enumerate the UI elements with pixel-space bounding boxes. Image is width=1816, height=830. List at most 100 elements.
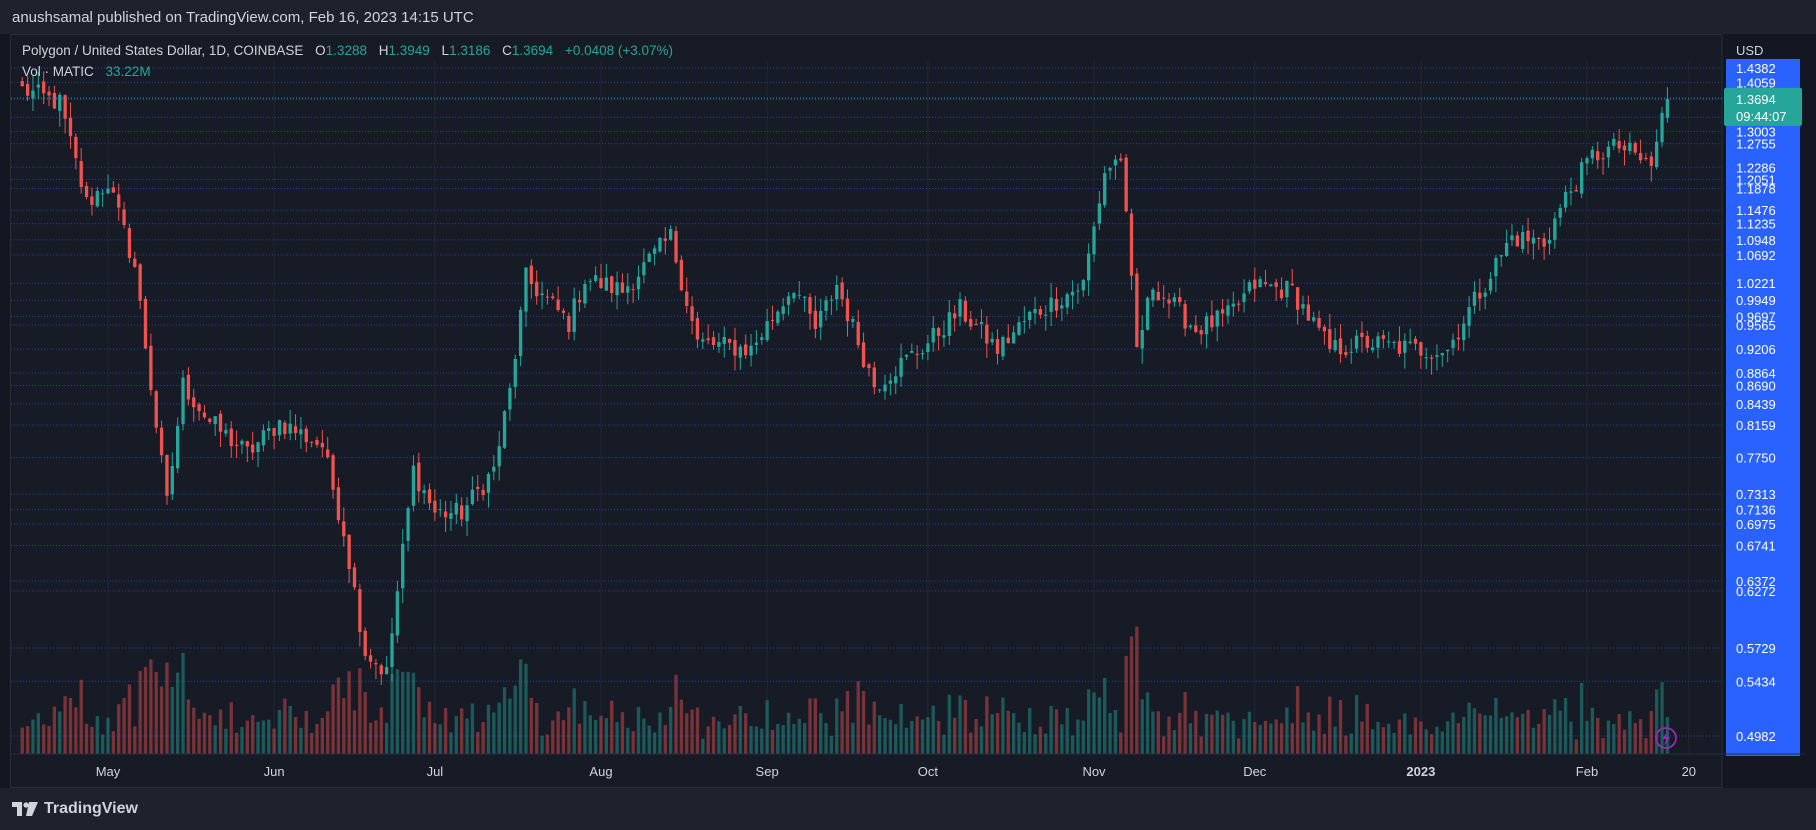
candle-body	[170, 466, 174, 495]
candle-body	[127, 228, 132, 259]
volume-bar	[1435, 726, 1439, 754]
volume-bar	[797, 718, 801, 754]
chart-frame[interactable]	[10, 34, 1806, 788]
candle-body	[969, 318, 973, 327]
volume-bar	[985, 696, 989, 754]
volume-bar	[701, 738, 705, 754]
candle-body	[422, 490, 426, 494]
candle-body	[861, 342, 866, 368]
tradingview-logo-icon	[12, 802, 38, 816]
volume-bar	[438, 724, 442, 754]
volume-bar	[465, 718, 469, 754]
candle-body	[1429, 357, 1434, 359]
candle-body	[1563, 191, 1568, 208]
countdown-label: 09:44:07	[1736, 109, 1787, 124]
volume-bar	[1638, 719, 1643, 754]
volume-bar	[1467, 702, 1471, 754]
candle-body	[208, 418, 212, 422]
bottom-bar: TradingView	[0, 788, 1816, 830]
candle-body	[754, 342, 759, 346]
volume-bar	[1028, 707, 1032, 754]
volume-bar	[42, 724, 46, 754]
high-label: H	[378, 43, 389, 58]
candle-body	[904, 354, 909, 357]
close-label: C	[502, 43, 512, 58]
symbol-name[interactable]: Polygon / United States Dollar, 1D, COIN…	[22, 43, 304, 58]
candle-body	[1542, 238, 1546, 247]
volume-bar	[829, 735, 834, 754]
volume-bar	[1065, 708, 1069, 754]
y-tick-label: 0.6272	[1736, 584, 1776, 599]
volume-bar	[240, 727, 244, 754]
candle-body	[1370, 347, 1375, 351]
volume-bar	[776, 723, 780, 754]
candle-body	[883, 384, 887, 392]
candle-body	[1579, 162, 1584, 194]
volume-bar	[969, 732, 973, 754]
volume-bar	[202, 712, 207, 754]
candle-body	[695, 318, 700, 340]
candle-body	[781, 306, 785, 315]
candle-body	[1483, 292, 1487, 297]
volume-bar	[1344, 735, 1348, 754]
volume-bar	[1531, 727, 1536, 754]
y-tick-label: 0.9697	[1736, 309, 1776, 324]
candle-body	[197, 404, 201, 412]
volume-bar	[727, 724, 732, 754]
volume-bar	[379, 707, 383, 754]
y-tick-label: 0.8439	[1736, 397, 1776, 412]
tradingview-logo[interactable]: TradingView	[12, 800, 138, 818]
x-tick-label: Dec	[1243, 764, 1267, 779]
volume-bar	[293, 716, 298, 754]
candle-body	[186, 374, 191, 400]
volume-bar	[267, 719, 271, 754]
volume-bar	[449, 732, 453, 754]
candle-body	[1494, 258, 1498, 277]
candle-body	[1504, 243, 1509, 256]
volume-bar	[1054, 709, 1059, 754]
candle-body	[1119, 158, 1123, 161]
volume-bar	[1269, 723, 1273, 754]
volume-bar	[122, 698, 126, 754]
candle-body	[567, 315, 571, 332]
candle-body	[1097, 203, 1102, 224]
candle-body	[845, 298, 850, 322]
candle-body	[888, 380, 893, 384]
volume-bar	[1397, 719, 1402, 754]
volume-bar	[1258, 725, 1262, 754]
volume-bar	[1231, 720, 1235, 754]
volume-label[interactable]: Vol · MATIC	[22, 64, 94, 79]
volume-bar	[1579, 682, 1584, 754]
volume-bar	[1215, 710, 1219, 754]
candle-body	[926, 343, 930, 353]
candle-body	[920, 353, 925, 355]
candle-body	[674, 231, 678, 263]
volume-bar	[1553, 699, 1557, 754]
candle-body	[315, 440, 319, 445]
volume-bar	[754, 726, 759, 754]
candle-body	[535, 281, 539, 297]
alert-icon[interactable]	[1655, 727, 1677, 749]
volume-bar	[1156, 711, 1160, 754]
volume-bar	[1167, 716, 1171, 754]
candle-body	[1006, 337, 1010, 344]
candle-body	[642, 262, 646, 276]
candle-body	[915, 353, 919, 355]
candle-body	[1285, 280, 1289, 298]
candle-body	[1569, 191, 1573, 193]
candle-body	[744, 344, 748, 356]
y-tick-label: 0.9565	[1736, 318, 1776, 333]
volume-bar	[551, 720, 555, 754]
volume-bar	[1360, 721, 1364, 754]
volume-bar	[1446, 721, 1450, 754]
volume-bar	[1263, 720, 1268, 754]
candlestick-chart[interactable]: USD1.43821.40591.37251.33021.30031.27551…	[0, 0, 1816, 788]
y-tick-label: 0.6741	[1736, 538, 1776, 553]
candle-body	[1076, 290, 1080, 292]
volume-bar	[888, 719, 893, 754]
candle-body	[556, 299, 560, 311]
volume-bar	[170, 686, 174, 754]
candle-body	[79, 161, 83, 187]
volume-bar	[947, 694, 951, 754]
volume-bar	[1199, 736, 1203, 754]
